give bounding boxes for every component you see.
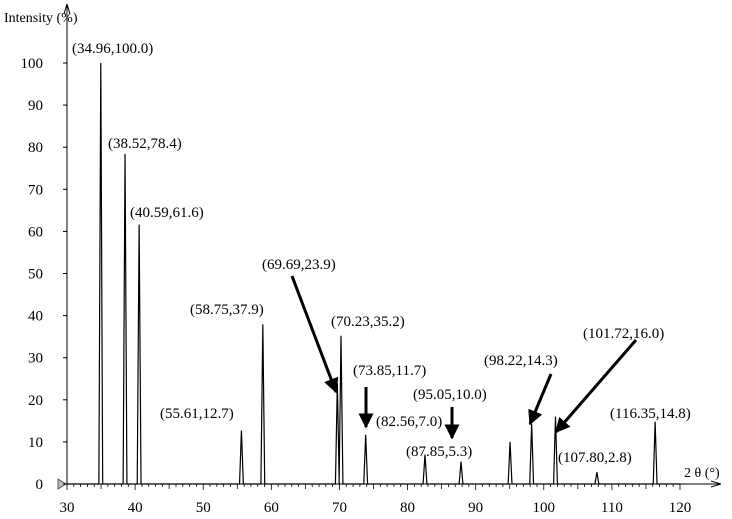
peak-label: (69.69,23.9) bbox=[262, 257, 336, 273]
y-tick-label: 100 bbox=[21, 56, 44, 72]
peak-label: (73.85,11.7) bbox=[353, 363, 426, 379]
y-tick-label: 90 bbox=[28, 98, 43, 114]
x-tick-label: 40 bbox=[128, 500, 143, 516]
x-tick-label: 90 bbox=[468, 500, 483, 516]
ticks: 0 10 20 30 40 50 60 70 80 90 100 30 40 50 60 70 80 90 100 1… bbox=[21, 56, 692, 516]
y-axis-title: Intensity (%) bbox=[4, 11, 78, 26]
y-tick-label: 50 bbox=[28, 267, 43, 283]
peak-label: (70.23,35.2) bbox=[331, 314, 405, 330]
y-tick-label: 70 bbox=[28, 182, 43, 198]
x-tick-label: 50 bbox=[196, 500, 211, 516]
x-tick-label: 100 bbox=[533, 500, 556, 516]
y-tick-label: 80 bbox=[28, 140, 43, 156]
x-tick-label: 70 bbox=[332, 500, 347, 516]
y-tick-label: 60 bbox=[28, 224, 43, 240]
peak-label: (116.35,14.8) bbox=[610, 406, 691, 422]
trace-line bbox=[67, 62, 680, 485]
peak-arrow bbox=[290, 275, 339, 394]
peak-label: (82.56,7.0) bbox=[376, 414, 442, 430]
peak-label: (40.59,61.6) bbox=[130, 205, 204, 221]
peak-arrow bbox=[528, 373, 553, 426]
y-tick-label: 40 bbox=[28, 309, 43, 325]
x-tick-label: 110 bbox=[601, 500, 623, 516]
x-tick-label: 120 bbox=[669, 500, 692, 516]
y-tick-label: 10 bbox=[28, 435, 43, 451]
y-tick-label: 30 bbox=[28, 351, 43, 367]
origin-marker bbox=[57, 478, 67, 490]
peak-label: (55.61,12.7) bbox=[160, 406, 234, 422]
peak-arrow bbox=[554, 339, 638, 434]
peak-label: (58.75,37.9) bbox=[190, 302, 264, 318]
peak-label: (101.72,16.0) bbox=[583, 326, 664, 342]
x-tick-label: 60 bbox=[264, 500, 279, 516]
peak-label: (98.22,14.3) bbox=[484, 353, 558, 369]
peak-label: (107.80,2.8) bbox=[558, 450, 632, 466]
arrows bbox=[290, 275, 638, 440]
diffraction-trace bbox=[67, 62, 680, 485]
peak-label: (34.96,100.0) bbox=[72, 41, 153, 57]
y-tick-label: 20 bbox=[28, 393, 43, 409]
x-tick-label: 80 bbox=[400, 500, 415, 516]
x-tick-label: 30 bbox=[60, 500, 75, 516]
peak-label: (38.52,78.4) bbox=[108, 136, 182, 152]
x-axis-title: 2 θ (°) bbox=[684, 466, 720, 481]
peak-label: (87.85,5.3) bbox=[406, 444, 472, 460]
y-tick-label: 0 bbox=[36, 477, 44, 493]
peak-label: (95.05,10.0) bbox=[413, 387, 487, 403]
peak-labels: (34.96,100.0) (38.52,78.4) (40.59,61.6) (55… bbox=[72, 41, 691, 466]
